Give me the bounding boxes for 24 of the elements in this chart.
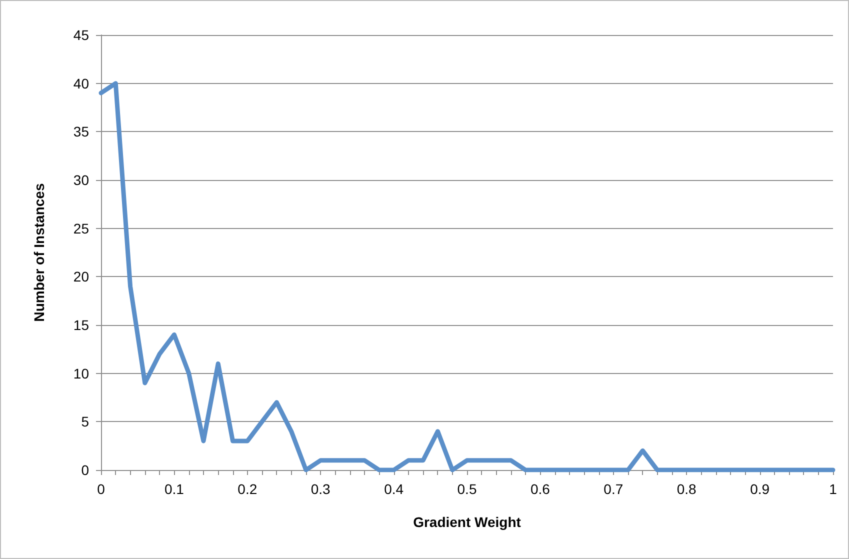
y-tick-label: 15 xyxy=(73,317,90,333)
x-tick-label: 0.2 xyxy=(238,481,258,497)
x-tick-label: 0.7 xyxy=(604,481,624,497)
x-tick-label: 0.6 xyxy=(530,481,550,497)
y-tick-label: 40 xyxy=(73,75,90,92)
x-tick-label: 0.5 xyxy=(457,481,477,497)
line-series xyxy=(98,81,836,472)
y-tick-label: 30 xyxy=(73,172,90,188)
x-tick-label: 0.1 xyxy=(164,481,184,497)
x-tick-label: 0.3 xyxy=(310,481,331,497)
x-tick-label: 0.9 xyxy=(750,481,770,497)
x-tick-label: 0.8 xyxy=(676,481,697,497)
x-tick-label: 0 xyxy=(97,481,106,497)
y-tick-label: 5 xyxy=(81,414,90,430)
y-tick-label: 20 xyxy=(73,268,90,285)
y-axis-title: Number of Instances xyxy=(31,183,47,322)
y-tick-label: 45 xyxy=(73,27,90,43)
y-tick-label: 25 xyxy=(73,220,90,236)
y-tick-label: 35 xyxy=(73,124,90,140)
x-axis-title: Gradient Weight xyxy=(413,514,522,530)
y-tick-label: 0 xyxy=(81,462,90,478)
x-tick-label: 1 xyxy=(829,481,838,497)
y-tick-label: 10 xyxy=(73,365,90,382)
x-tick-label: 0.4 xyxy=(384,481,404,497)
